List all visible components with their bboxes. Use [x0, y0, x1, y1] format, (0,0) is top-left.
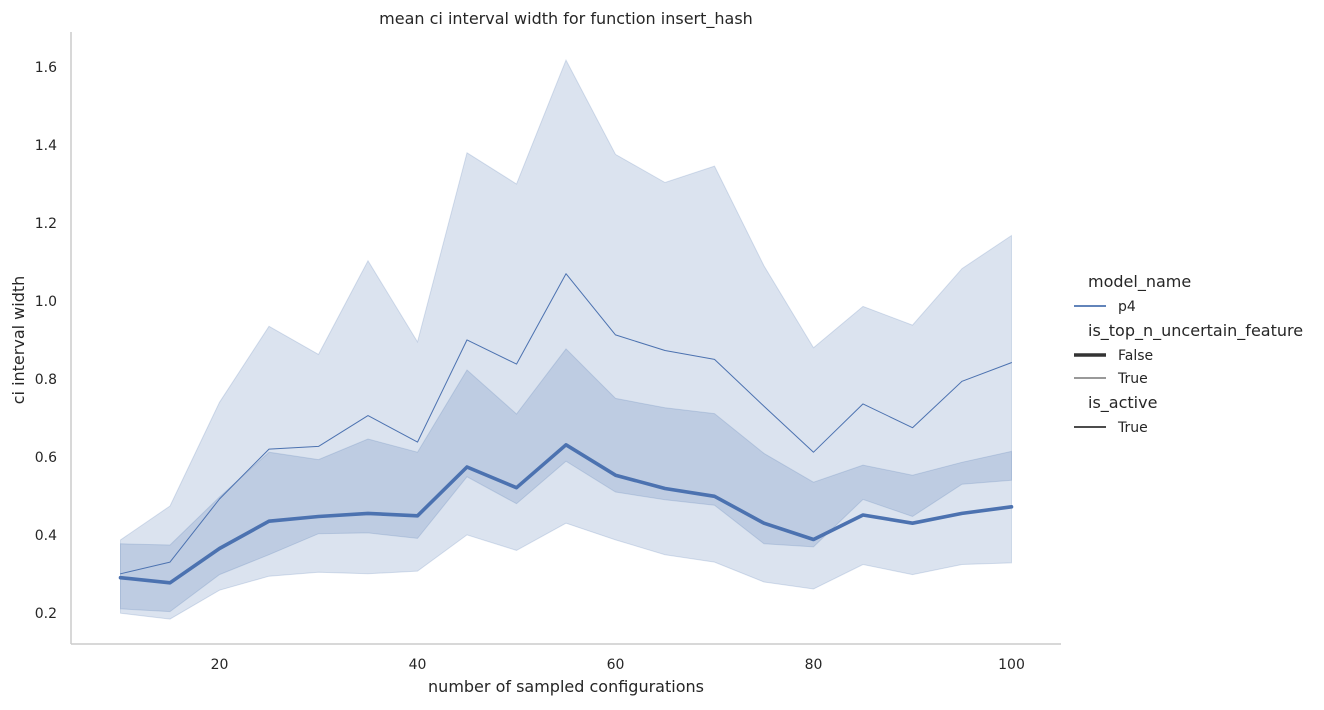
x-axis-label: number of sampled configurations [428, 677, 704, 696]
y-tick-label: 0.4 [35, 528, 57, 544]
chart-title: mean ci interval width for function inse… [379, 9, 753, 29]
ci-band-false [120, 348, 1012, 613]
series-lines [118, 273, 1014, 585]
x-tick-label: 40 [409, 657, 427, 673]
series-line-false [118, 442, 1014, 585]
y-tick-label: 1.4 [35, 138, 57, 154]
legend-entry-label: True [1117, 420, 1148, 436]
y-tick-label: 0.8 [35, 372, 57, 388]
y-tick-label: 1.0 [35, 294, 57, 310]
y-tick-label: 0.6 [35, 450, 57, 466]
legend-group-title: is_active [1088, 393, 1157, 413]
x-tick-label: 100 [998, 657, 1025, 673]
y-tick-label: 1.6 [35, 60, 57, 76]
y-tick-label: 0.2 [35, 606, 57, 622]
x-tick-label: 20 [211, 657, 229, 673]
legend-group-title: model_name [1088, 272, 1191, 292]
x-tick-label: 60 [607, 657, 625, 673]
axes [70, 32, 1061, 645]
ci-band-true [120, 58, 1012, 620]
confidence-bands [120, 58, 1012, 620]
legend-entry-label: True [1117, 371, 1148, 387]
y-axis-label: ci interval width [9, 276, 28, 405]
series-line-true [120, 273, 1012, 575]
x-ticks: 20 40 60 80 100 [211, 657, 1025, 673]
legend-entry-label: False [1118, 348, 1153, 364]
legend: model_name p4 is_top_n_uncertain_feature Fa… [1074, 272, 1303, 436]
y-tick-label: 1.2 [35, 216, 57, 232]
legend-entry-label: p4 [1118, 299, 1136, 315]
legend-group-title: is_top_n_uncertain_feature [1088, 321, 1303, 341]
y-ticks: 0.2 0.4 0.6 0.8 1.0 1.2 1.4 1.6 [35, 60, 57, 622]
x-tick-label: 80 [805, 657, 823, 673]
